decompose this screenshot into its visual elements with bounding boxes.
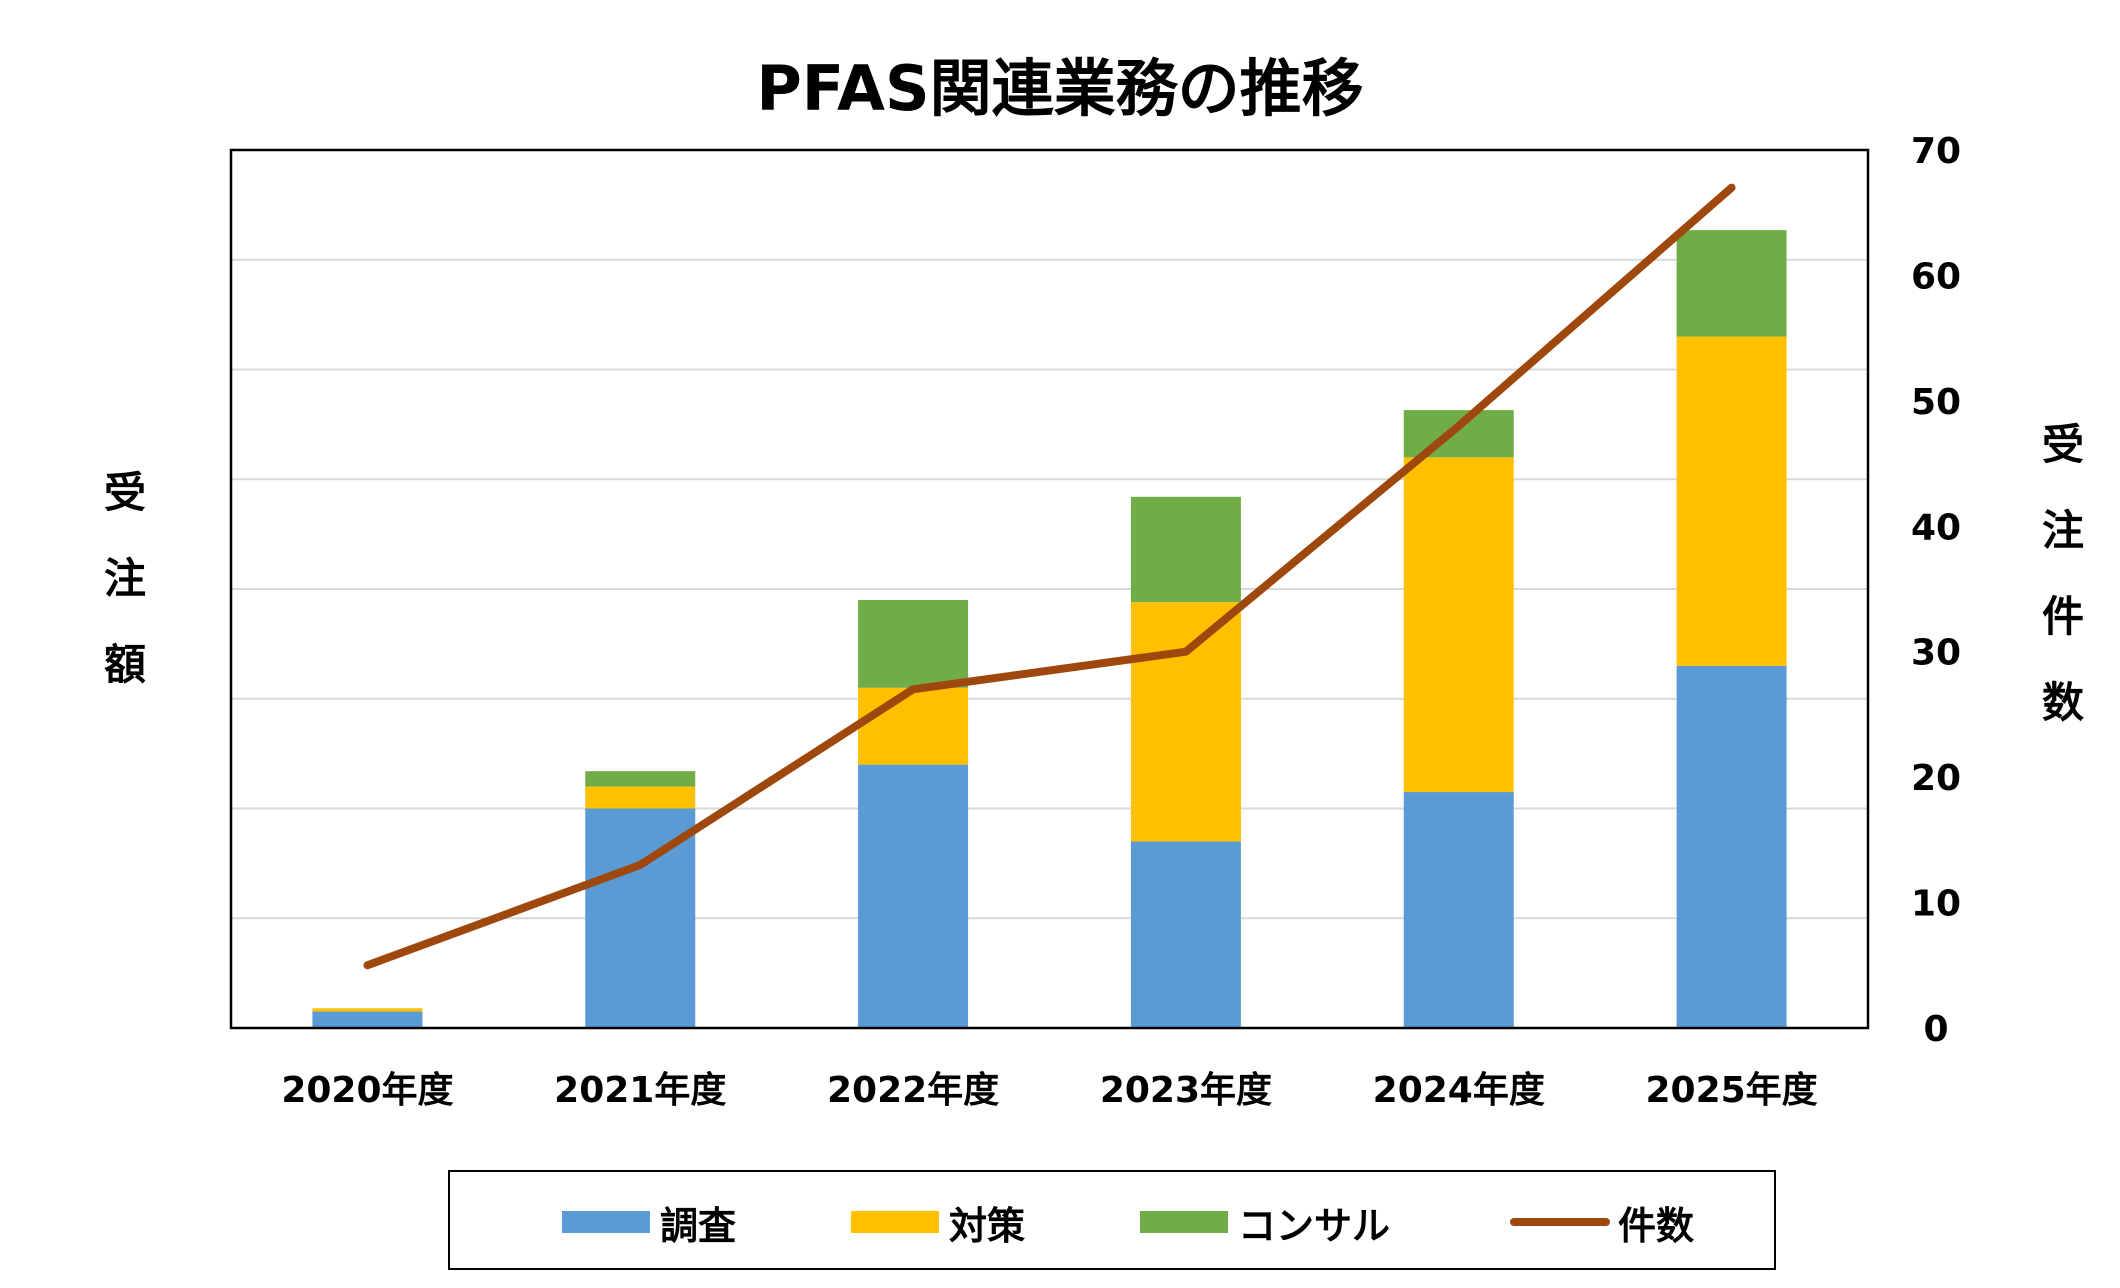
- right-tick-label: 60: [1911, 256, 1961, 297]
- legend-swatch-consulting: [1140, 1211, 1228, 1233]
- bar-consulting: [1130, 496, 1241, 603]
- bar-survey: [1676, 665, 1787, 1028]
- right-tick-label: 70: [1911, 131, 1961, 172]
- count-line: [363, 183, 1736, 970]
- legend-item-survey: 調査: [562, 1172, 736, 1272]
- right-tick-labels: 0 10 20 30 40 50 60 70: [1911, 131, 1961, 1050]
- legend-line-count: [1510, 1218, 1610, 1226]
- bars: [312, 230, 1787, 1028]
- x-tick-label: 2023年度: [1100, 1070, 1272, 1111]
- gridlines: [231, 258, 1868, 920]
- bar-measures: [1130, 602, 1241, 842]
- bar-survey: [858, 764, 969, 1028]
- legend-swatch-survey: [562, 1211, 650, 1233]
- bar-measures: [858, 687, 969, 765]
- left-axis-label: 受注額: [103, 468, 146, 689]
- bar-survey: [312, 1011, 423, 1028]
- right-axis-label: 受注件数: [2041, 420, 2084, 727]
- bar-survey: [1403, 792, 1514, 1028]
- x-tick-label: 2022年度: [827, 1070, 999, 1111]
- bar-measures: [1403, 457, 1514, 793]
- x-tick-label: 2020年度: [281, 1070, 453, 1111]
- bar-measures: [1676, 336, 1787, 666]
- right-tick-label: 40: [1911, 507, 1961, 548]
- line-count: [363, 183, 1736, 970]
- x-tick-label: 2025年度: [1645, 1070, 1817, 1111]
- bar-measures: [312, 1008, 423, 1012]
- bar-consulting: [1676, 230, 1787, 337]
- right-tick-label: 20: [1911, 758, 1961, 799]
- right-tick-label: 30: [1911, 633, 1961, 674]
- chart-title: PFAS関連業務の推移: [756, 52, 1364, 125]
- bar-measures: [585, 786, 696, 809]
- x-tick-labels: 2020年度 2021年度 2022年度 2023年度 2024年度 2025年度: [281, 1070, 1817, 1111]
- right-tick-label: 0: [1923, 1009, 1948, 1050]
- x-tick-label: 2024年度: [1373, 1070, 1545, 1111]
- legend-item-measures: 対策: [851, 1172, 1025, 1272]
- plot-area-border: [229, 148, 1870, 1030]
- bar-consulting: [1403, 410, 1514, 458]
- right-tick-label: 50: [1911, 382, 1961, 423]
- legend-label-survey: 調査: [660, 1203, 737, 1248]
- legend-label-measures: 対策: [949, 1203, 1026, 1248]
- legend-item-count: 件数: [1510, 1172, 1694, 1272]
- legend: 調査 対策 コンサル 件数: [448, 1170, 1776, 1270]
- legend-item-consulting: コンサル: [1140, 1172, 1390, 1272]
- legend-label-consulting: コンサル: [1238, 1203, 1391, 1248]
- legend-swatch-measures: [851, 1211, 939, 1233]
- legend-label-count: 件数: [1618, 1203, 1695, 1248]
- x-tick-label: 2021年度: [554, 1070, 726, 1111]
- bar-consulting: [585, 771, 696, 787]
- bar-consulting: [858, 599, 969, 688]
- right-tick-label: 10: [1911, 884, 1961, 925]
- bar-survey: [1130, 841, 1241, 1028]
